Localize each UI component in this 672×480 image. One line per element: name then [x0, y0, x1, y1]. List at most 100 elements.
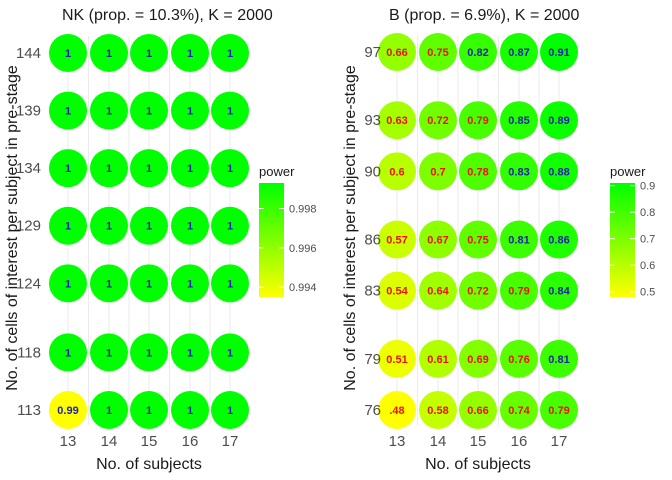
- power-label: 1: [187, 221, 193, 233]
- power-point: [90, 149, 128, 188]
- power-point: [500, 152, 538, 191]
- power-label: 1: [106, 347, 112, 359]
- power-label: 0.88: [548, 166, 569, 178]
- power-point: [540, 339, 578, 378]
- power-label: 1: [106, 163, 112, 175]
- power-point: [171, 206, 209, 245]
- legend-tick-label: 0.994: [289, 282, 317, 294]
- legend-tick-label: 0.998: [289, 204, 317, 216]
- power-point: [130, 206, 168, 245]
- legend-ticks-b: 0.5 0.6 0.7 0.8 0.9: [610, 181, 655, 299]
- power-label: 1: [227, 106, 233, 118]
- power-label: 1: [146, 48, 152, 60]
- power-point: [211, 34, 249, 72]
- power-point: [130, 391, 168, 429]
- x-tick-labels-nk: 13 14 15 16 17: [60, 433, 239, 450]
- power-label: 1: [65, 106, 71, 118]
- x-tick-label: 16: [511, 433, 528, 450]
- power-point: [540, 220, 578, 259]
- power-point: [90, 333, 128, 372]
- power-label: 0.75: [427, 47, 448, 59]
- power-point: [90, 264, 128, 303]
- power-point: [211, 391, 249, 429]
- power-label: 0.58: [427, 405, 448, 417]
- power-point: [419, 271, 457, 310]
- power-label: 0.84: [548, 286, 570, 298]
- power-point: [540, 33, 578, 71]
- power-point: [540, 101, 578, 140]
- power-point: [171, 34, 209, 72]
- y-tick-labels-nk: 113 118 124 129 134 139 144: [16, 45, 41, 419]
- power-label: 1: [227, 278, 233, 290]
- x-tick-label: 14: [101, 433, 118, 450]
- power-label: .48: [389, 405, 404, 417]
- power-label: 0.69: [467, 354, 488, 366]
- chart-title-b: B (prop. = 6.9%), K = 2000: [389, 7, 579, 24]
- power-point: [459, 101, 497, 140]
- power-point: [419, 391, 457, 429]
- legend-colorbar-b: [610, 183, 635, 297]
- chart-title-nk: NK (prop. = 10.3%), K = 2000: [62, 7, 273, 24]
- x-tick-label: 13: [60, 433, 77, 450]
- power-label: 0.57: [386, 235, 407, 247]
- power-label: 0.85: [508, 115, 529, 127]
- y-axis-label-nk: No. of cells of interest per subject in …: [4, 65, 21, 391]
- y-tick-label: 144: [16, 45, 41, 62]
- legend-title-b: power: [610, 164, 646, 179]
- power-point: [211, 264, 249, 303]
- power-point: [171, 333, 209, 372]
- y-tick-label: 86: [364, 232, 381, 249]
- power-label: 0.89: [548, 115, 569, 127]
- legend-tick-label: 0.5: [640, 287, 655, 299]
- power-point: [130, 264, 168, 303]
- y-axis-label-b: No. of cells of interest per subject in …: [342, 65, 359, 391]
- power-point: [459, 220, 497, 259]
- power-point: [211, 91, 249, 130]
- power-label: 1: [227, 163, 233, 175]
- power-point: [378, 391, 416, 429]
- power-label: 0.79: [548, 405, 569, 417]
- legend-title-nk: power: [259, 164, 295, 179]
- y-tick-label: 129: [16, 218, 41, 235]
- power-point: [90, 206, 128, 245]
- power-point: [459, 33, 497, 71]
- x-axis-label-b: No. of subjects: [425, 456, 531, 473]
- power-point: [378, 220, 416, 259]
- power-label: 0.87: [508, 47, 529, 59]
- power-point: [459, 339, 497, 378]
- data-marks-nk: 0.99 1 1 1 1 1 1 1 1 1 1 1 1 1 1 1 1 1 1 1 1 1 1 1 1 1 1 1 1 1 1 1 1 1 1: [49, 34, 249, 429]
- power-point: [500, 101, 538, 140]
- power-label: 0.72: [467, 286, 488, 298]
- power-point: [130, 91, 168, 130]
- panel-nk: 0.99 1 1 1 1 1 1 1 1 1 1 1 1 1 1 1 1 1 1 1 1 1 1 1 1 1 1 1 1 1 1 1 1 1 1 1…: [4, 7, 317, 473]
- x-tick-label: 16: [182, 433, 199, 450]
- power-point: [49, 34, 87, 72]
- legend-tick-label: 0.8: [640, 207, 655, 219]
- power-label: 1: [65, 347, 71, 359]
- y-tick-label: 90: [364, 163, 381, 180]
- x-tick-label: 17: [222, 433, 239, 450]
- legend-ticks-nk: 0.994 0.996 0.998: [259, 204, 317, 294]
- power-point: [130, 149, 168, 188]
- power-point: [171, 91, 209, 130]
- power-label: 1: [187, 347, 193, 359]
- power-label: 1: [146, 278, 152, 290]
- power-label: 1: [227, 221, 233, 233]
- legend-colorbar-nk: [259, 183, 284, 297]
- power-label: 1: [146, 405, 152, 417]
- power-label: 0.63: [386, 115, 407, 127]
- x-tick-label: 17: [551, 433, 568, 450]
- power-point: [49, 264, 87, 303]
- power-label: 1: [146, 221, 152, 233]
- power-point: [419, 33, 457, 71]
- power-label: 0.79: [508, 286, 529, 298]
- y-tick-label: 113: [17, 402, 41, 419]
- power-point: [378, 101, 416, 140]
- power-label: 0.81: [548, 354, 569, 366]
- power-label: 0.75: [467, 235, 488, 247]
- legend-tick-label: 0.7: [640, 234, 655, 246]
- power-point: [171, 264, 209, 303]
- power-point: [90, 91, 128, 130]
- y-tick-label: 97: [364, 44, 381, 61]
- power-point: [540, 271, 578, 310]
